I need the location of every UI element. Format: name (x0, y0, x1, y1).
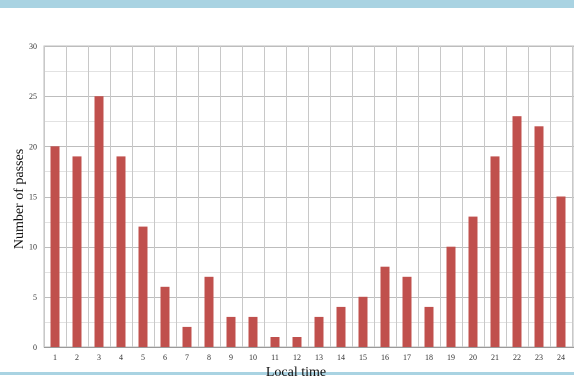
x-tick-label: 17 (403, 353, 411, 362)
x-tick-label: 15 (359, 353, 367, 362)
x-tick-label: 1 (53, 353, 57, 362)
bar (160, 286, 170, 347)
x-tick-label: 13 (315, 353, 323, 362)
bar (116, 156, 126, 347)
x-tick-label: 7 (185, 353, 189, 362)
x-tick-label: 20 (469, 353, 477, 362)
bar (292, 337, 302, 347)
bar (468, 216, 478, 347)
x-tick-label: 2 (75, 353, 79, 362)
bar (490, 156, 500, 347)
bar (94, 96, 104, 347)
x-tick-label: 4 (119, 353, 123, 362)
bar (314, 316, 324, 347)
bar (182, 326, 192, 347)
y-tick-label: 0 (33, 343, 37, 352)
bar (50, 146, 60, 347)
bar (138, 226, 148, 347)
x-tick-label: 22 (513, 353, 521, 362)
bar (446, 246, 456, 347)
bar (380, 266, 390, 347)
x-axis-label: Local time (266, 365, 326, 380)
x-tick-label: 21 (491, 353, 499, 362)
x-tick-label: 3 (97, 353, 101, 362)
x-tick-label: 10 (249, 353, 257, 362)
x-tick-label: 8 (207, 353, 211, 362)
y-tick-label: 25 (29, 92, 37, 101)
x-tick-label: 19 (447, 353, 455, 362)
bar (336, 306, 346, 347)
bar (512, 116, 522, 347)
y-tick-label: 10 (29, 243, 37, 252)
y-tick-label: 15 (29, 193, 37, 202)
x-tick-label: 16 (381, 353, 389, 362)
bar (72, 156, 82, 347)
bar (270, 337, 280, 347)
x-tick-labels: 1 2 3 4 5 6 7 8 9 10 11 12 13 14 15 16 17 18 19 20 21 22 23 24 (53, 353, 565, 362)
x-tick-label: 5 (141, 353, 145, 362)
bar (534, 126, 544, 347)
bar (402, 276, 412, 347)
bar (556, 196, 566, 347)
y-tick-label: 30 (29, 42, 37, 51)
bar (226, 316, 236, 347)
x-tick-label: 9 (229, 353, 233, 362)
bar (204, 276, 214, 347)
y-tick-label: 20 (29, 142, 37, 151)
x-tick-label: 24 (557, 353, 565, 362)
x-tick-label: 6 (163, 353, 167, 362)
x-tick-label: 12 (293, 353, 301, 362)
bars (50, 96, 566, 347)
y-tick-labels: 0 5 10 15 20 25 30 (29, 42, 37, 352)
x-tick-label: 11 (271, 353, 279, 362)
bar (358, 296, 368, 347)
grid (43, 45, 574, 348)
bar (424, 306, 434, 347)
y-axis-label: Number of passes (12, 149, 27, 249)
y-tick-label: 5 (33, 293, 37, 302)
x-tick-label: 23 (535, 353, 543, 362)
x-tick-label: 18 (425, 353, 433, 362)
x-tick-label: 14 (337, 353, 345, 362)
bar (248, 316, 258, 347)
